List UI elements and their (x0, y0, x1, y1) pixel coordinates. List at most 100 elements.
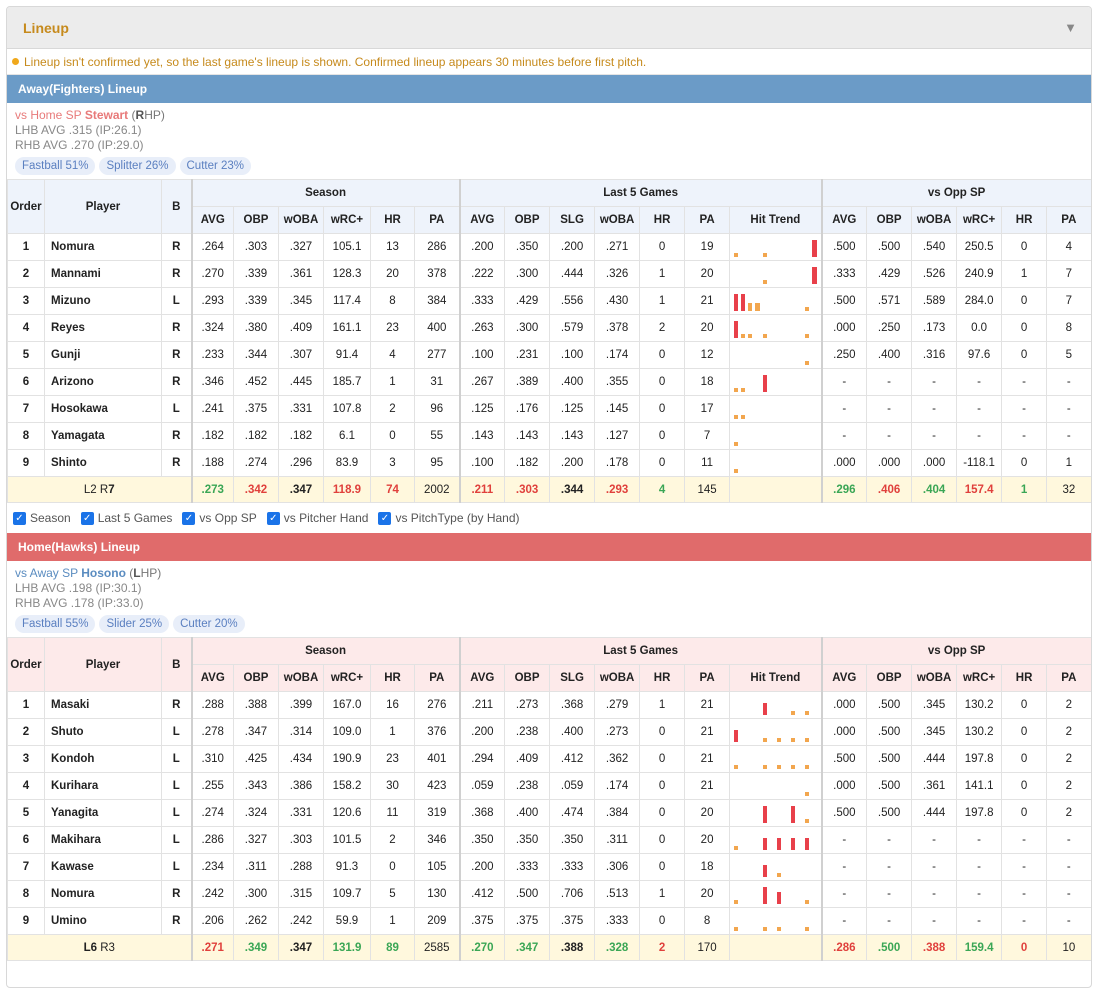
col-opp-hr[interactable]: HR (1001, 664, 1048, 692)
player-name[interactable]: Kurihara (44, 772, 162, 800)
checkbox-icon[interactable]: ✓ (378, 511, 392, 525)
last5-stat: .556 (549, 287, 596, 315)
col-last5-avg[interactable]: AVG (458, 206, 506, 234)
col-opp-woba[interactable]: wOBA (911, 664, 958, 692)
player-name[interactable]: Yamagata (44, 422, 162, 450)
hit-trend (729, 287, 823, 315)
player-name[interactable]: Shuto (44, 718, 162, 746)
player-name[interactable]: Mannami (44, 260, 162, 288)
season-stat: 11 (370, 799, 415, 827)
col-season-obp[interactable]: OBP (233, 664, 279, 692)
total-stat: 89 (370, 934, 415, 961)
last5-stat: 0 (639, 341, 686, 369)
col-last5-slg[interactable]: SLG (549, 206, 596, 234)
player-name[interactable]: Makihara (44, 826, 162, 854)
col-last5-obp[interactable]: OBP (504, 664, 551, 692)
player-name[interactable]: Hosokawa (44, 395, 162, 423)
col-season-avg[interactable]: AVG (190, 664, 234, 692)
total-stat: 2585 (413, 934, 461, 961)
total-stat: 10 (1046, 934, 1091, 961)
season-stat: 376 (413, 718, 461, 746)
filter-season[interactable]: ✓ Season (13, 511, 71, 525)
season-stat: 91.3 (323, 853, 371, 881)
player-name[interactable]: Gunji (44, 341, 162, 369)
col-opp-avg[interactable]: AVG (820, 664, 868, 692)
player-name[interactable]: Kondoh (44, 745, 162, 773)
col-last5-pa[interactable]: PA (684, 206, 731, 234)
righty-count: 7 (108, 483, 115, 496)
col-last5-woba[interactable]: wOBA (594, 206, 641, 234)
player-name[interactable]: Umino (44, 907, 162, 935)
season-stat: 31 (413, 368, 461, 396)
filter-vs-pitcher-hand[interactable]: ✓ vs Pitcher Hand (266, 511, 368, 525)
player-name[interactable]: Kawase (44, 853, 162, 881)
col-opp-woba[interactable]: wOBA (911, 206, 958, 234)
home-sp-name[interactable]: Hosono (81, 566, 126, 580)
col-last5-hr[interactable]: HR (639, 206, 686, 234)
col-season-woba[interactable]: wOBA (278, 206, 324, 234)
season-stat: 23 (370, 314, 415, 342)
col-season-hr[interactable]: HR (370, 664, 415, 692)
player-name[interactable]: Mizuno (44, 287, 162, 315)
collapse-caret-icon[interactable]: ▼ (1064, 20, 1077, 35)
opp-sp-stat: - (866, 826, 913, 854)
season-stat: 190.9 (323, 745, 371, 773)
col-season-avg[interactable]: AVG (190, 206, 234, 234)
col-last5-hit-trend[interactable]: Hit Trend (729, 206, 823, 234)
col-season-pa[interactable]: PA (413, 206, 461, 234)
col-opp-pa[interactable]: PA (1046, 206, 1091, 234)
col-opp-obp[interactable]: OBP (866, 206, 913, 234)
player-name[interactable]: Arizono (44, 368, 162, 396)
last5-stat: .143 (549, 422, 596, 450)
player-name[interactable]: Nomura (44, 233, 162, 261)
opp-sp-stat: - (820, 422, 868, 450)
player-name[interactable]: Masaki (44, 691, 162, 719)
last5-stat: .273 (504, 691, 551, 719)
col-last5-hr[interactable]: HR (639, 664, 686, 692)
checkbox-icon[interactable]: ✓ (13, 511, 26, 525)
table-row: 1 Nomura R .264.303.327 105.1 13 286.200.350.2… (7, 233, 1091, 261)
col-last5-hit-trend[interactable]: Hit Trend (729, 664, 823, 692)
opp-sp-stat: - (820, 907, 868, 935)
col-last5-obp[interactable]: OBP (504, 206, 551, 234)
player-name[interactable]: Nomura (44, 880, 162, 908)
col-opp-hr[interactable]: HR (1001, 206, 1048, 234)
col-season-pa[interactable]: PA (413, 664, 461, 692)
col-opp-wrc+[interactable]: wRC+ (956, 664, 1003, 692)
last5-stat: .300 (504, 314, 551, 342)
filter-vs-opp-sp[interactable]: ✓ vs Opp SP (182, 511, 257, 525)
col-opp-wrc+[interactable]: wRC+ (956, 206, 1003, 234)
col-last5-slg[interactable]: SLG (549, 664, 596, 692)
col-opp-avg[interactable]: AVG (820, 206, 868, 234)
player-name[interactable]: Yanagita (44, 799, 162, 827)
hit-trend (729, 260, 823, 288)
filter-vs-pitchtype[interactable]: ✓ vs PitchType (by Hand) (378, 511, 520, 525)
player-name[interactable]: Reyes (44, 314, 162, 342)
col-season-wrc+[interactable]: wRC+ (323, 664, 371, 692)
col-season-hr[interactable]: HR (370, 206, 415, 234)
col-opp-obp[interactable]: OBP (866, 664, 913, 692)
col-season-obp[interactable]: OBP (233, 206, 279, 234)
total-stat: .328 (594, 934, 641, 961)
col-last5-pa[interactable]: PA (684, 664, 731, 692)
table-row: 4 Reyes R .324.380.409 161.1 23 400.263.300.57… (7, 314, 1091, 342)
col-opp-pa[interactable]: PA (1046, 664, 1091, 692)
player-name[interactable]: Shinto (44, 449, 162, 477)
opp-sp-stat: 0.0 (956, 314, 1003, 342)
total-stat: .293 (594, 476, 641, 503)
panel-header[interactable]: Lineup ▼ (7, 7, 1091, 49)
checkbox-icon[interactable]: ✓ (266, 511, 280, 525)
checkbox-icon[interactable]: ✓ (80, 511, 94, 525)
table-row: 5 Yanagita L .274.324.331 120.6 11 319.368.400… (7, 799, 1091, 827)
hit-trend-bar (776, 838, 781, 850)
opp-sp-stat: - (911, 826, 958, 854)
col-season-wrc+[interactable]: wRC+ (323, 206, 371, 234)
away-sp-name[interactable]: Stewart (84, 108, 129, 122)
col-last5-woba[interactable]: wOBA (594, 664, 641, 692)
filter-last5[interactable]: ✓ Last 5 Games (80, 511, 172, 525)
checkbox-icon[interactable]: ✓ (182, 511, 196, 525)
col-last5-avg[interactable]: AVG (458, 664, 506, 692)
opp-sp-stat: .345 (911, 691, 958, 719)
col-season-woba[interactable]: wOBA (278, 664, 324, 692)
season-stat: .343 (233, 772, 279, 800)
